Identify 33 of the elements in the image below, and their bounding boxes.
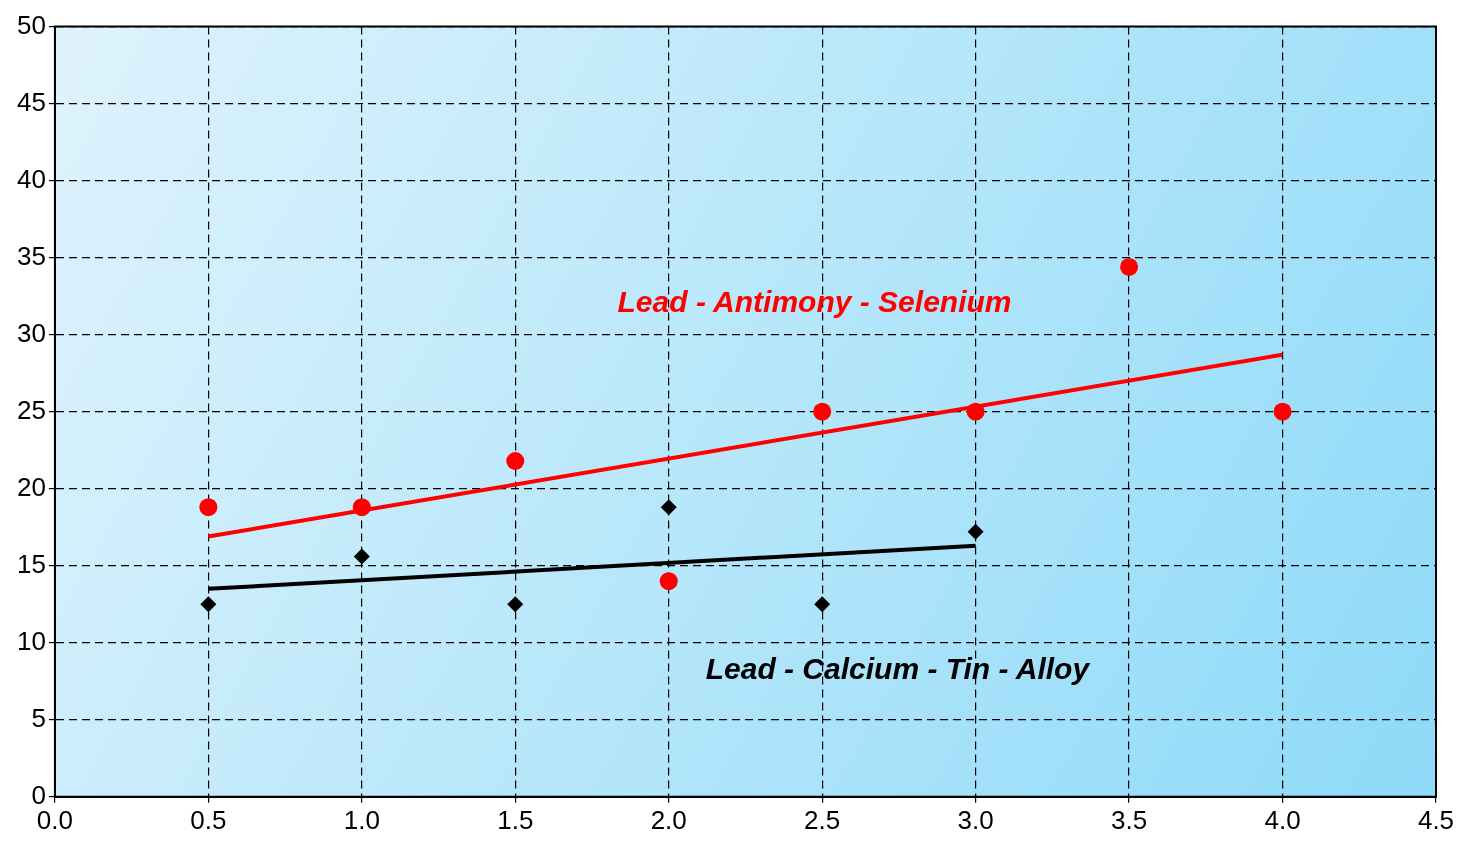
y-tick-label: 30 (17, 317, 46, 348)
x-tick-label: 0.5 (190, 804, 227, 835)
point (659, 572, 678, 591)
x-tick-label: 2.0 (650, 804, 687, 835)
text: Lead - Calcium - Tin - Alloy (705, 651, 1091, 685)
x-tick-label: 4.5 (1417, 804, 1455, 835)
point (814, 596, 831, 613)
point (1120, 257, 1139, 276)
y-tick-label: 20 (17, 471, 46, 502)
y-tick-label: 45 (17, 86, 46, 117)
point (353, 548, 370, 565)
x-tick-label: 1.0 (343, 804, 380, 835)
y-tick-label: 50 (17, 9, 46, 40)
point (813, 402, 832, 421)
point (506, 451, 525, 470)
x-tick-label: 1.5 (497, 804, 534, 835)
y-tick-label: 10 (17, 625, 46, 656)
point (507, 596, 524, 613)
x-tick-label: 2.5 (804, 804, 841, 835)
y-tick-label: 40 (17, 163, 46, 194)
y-tick-label: 15 (17, 548, 46, 579)
point (660, 499, 677, 516)
point (1273, 402, 1292, 421)
point (200, 596, 217, 613)
x-tick-label: 3.5 (1111, 804, 1148, 835)
point (199, 498, 218, 517)
point (967, 523, 984, 540)
y-tick-label: 5 (31, 702, 46, 733)
y-tick-label: 25 (17, 394, 46, 425)
y-tick-label: 35 (17, 240, 46, 271)
x-tick-label: 3.0 (957, 804, 994, 835)
x-tick-label: 4.0 (1264, 804, 1301, 835)
text: Lead - Antimony - Selenium (617, 285, 1012, 319)
